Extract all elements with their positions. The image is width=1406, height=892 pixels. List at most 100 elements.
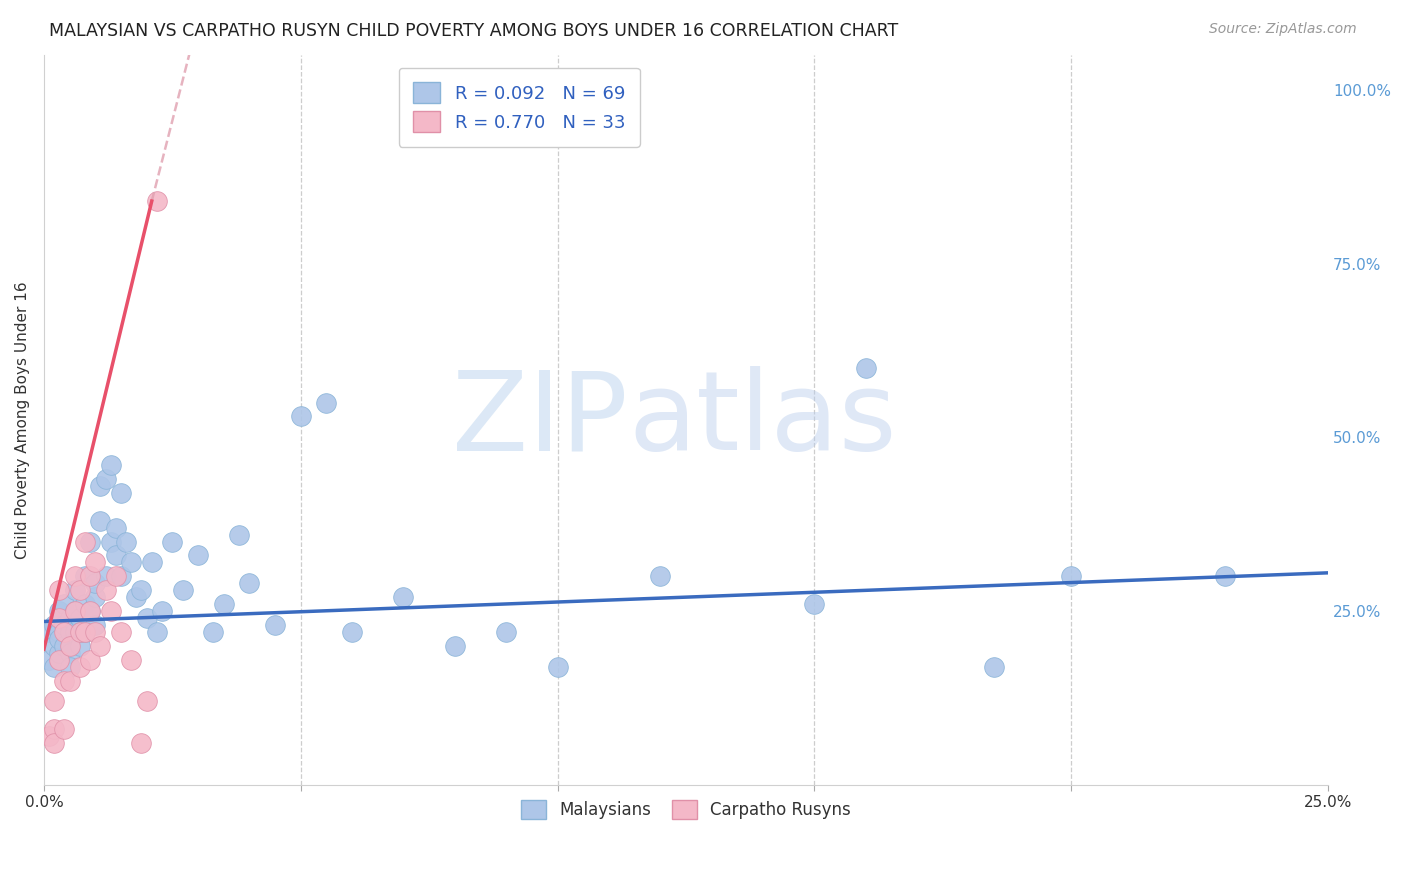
Legend: Malaysians, Carpatho Rusyns: Malaysians, Carpatho Rusyns [510, 789, 862, 831]
Point [94, 569, 117, 583]
Point [44, 694, 66, 708]
Point [48, 624, 70, 639]
Point [73, 597, 96, 611]
Point [79, 604, 101, 618]
Point [38, 729, 60, 743]
Point [803, 597, 825, 611]
Point [150, 604, 173, 618]
Point [172, 583, 194, 598]
Point [120, 555, 142, 569]
Point [63, 604, 86, 618]
Point [131, 583, 153, 598]
Point [63, 604, 86, 618]
Point [63, 624, 86, 639]
Point [69, 611, 91, 625]
Point [146, 624, 169, 639]
Point [120, 653, 142, 667]
Point [131, 736, 153, 750]
Point [84, 555, 107, 569]
Point [79, 534, 101, 549]
Point [100, 534, 122, 549]
Point [187, 549, 209, 563]
Point [212, 597, 235, 611]
Point [44, 639, 66, 653]
Point [100, 458, 122, 472]
Point [63, 569, 86, 583]
Text: ZIP: ZIP [453, 367, 628, 474]
Point [89, 479, 111, 493]
Point [79, 653, 101, 667]
Point [315, 395, 337, 409]
Point [58, 659, 80, 673]
Point [58, 611, 80, 625]
Point [48, 653, 70, 667]
Point [53, 624, 76, 639]
Point [162, 534, 184, 549]
Point [58, 624, 80, 639]
Point [69, 639, 91, 653]
Point [58, 639, 80, 653]
Point [38, 653, 60, 667]
Point [135, 694, 157, 708]
Point [84, 618, 107, 632]
Point [444, 639, 467, 653]
Point [73, 534, 96, 549]
Point [104, 569, 127, 583]
Point [53, 618, 76, 632]
Point [63, 583, 86, 598]
Point [73, 624, 96, 639]
Point [650, 569, 672, 583]
Point [53, 673, 76, 688]
Point [44, 659, 66, 673]
Point [89, 639, 111, 653]
Point [84, 624, 107, 639]
Point [290, 409, 312, 424]
Point [146, 194, 169, 208]
Point [69, 624, 91, 639]
Text: atlas: atlas [628, 367, 897, 474]
Point [53, 597, 76, 611]
Point [73, 569, 96, 583]
Point [202, 624, 225, 639]
Point [53, 639, 76, 653]
Point [115, 534, 138, 549]
Point [264, 618, 287, 632]
Point [44, 618, 66, 632]
Point [69, 659, 91, 673]
Point [48, 646, 70, 660]
Point [100, 604, 122, 618]
Point [547, 659, 569, 673]
Point [855, 360, 877, 375]
Point [84, 590, 107, 604]
Point [340, 624, 363, 639]
Point [104, 521, 127, 535]
Point [44, 736, 66, 750]
Point [983, 659, 1005, 673]
Point [238, 576, 260, 591]
Point [392, 590, 415, 604]
Point [495, 624, 517, 639]
Point [94, 472, 117, 486]
Point [48, 583, 70, 598]
Y-axis label: Child Poverty Among Boys Under 16: Child Poverty Among Boys Under 16 [15, 281, 30, 558]
Point [110, 486, 132, 500]
Point [69, 583, 91, 598]
Point [38, 624, 60, 639]
Point [58, 673, 80, 688]
Point [44, 722, 66, 736]
Point [69, 624, 91, 639]
Point [110, 624, 132, 639]
Point [135, 611, 157, 625]
Point [141, 555, 163, 569]
Point [104, 549, 127, 563]
Point [73, 624, 96, 639]
Point [48, 611, 70, 625]
Text: MALAYSIAN VS CARPATHO RUSYN CHILD POVERTY AMONG BOYS UNDER 16 CORRELATION CHART: MALAYSIAN VS CARPATHO RUSYN CHILD POVERT… [49, 22, 898, 40]
Text: Source: ZipAtlas.com: Source: ZipAtlas.com [1209, 22, 1357, 37]
Point [53, 722, 76, 736]
Point [89, 514, 111, 528]
Point [125, 590, 148, 604]
Point [79, 604, 101, 618]
Point [48, 604, 70, 618]
Point [110, 569, 132, 583]
